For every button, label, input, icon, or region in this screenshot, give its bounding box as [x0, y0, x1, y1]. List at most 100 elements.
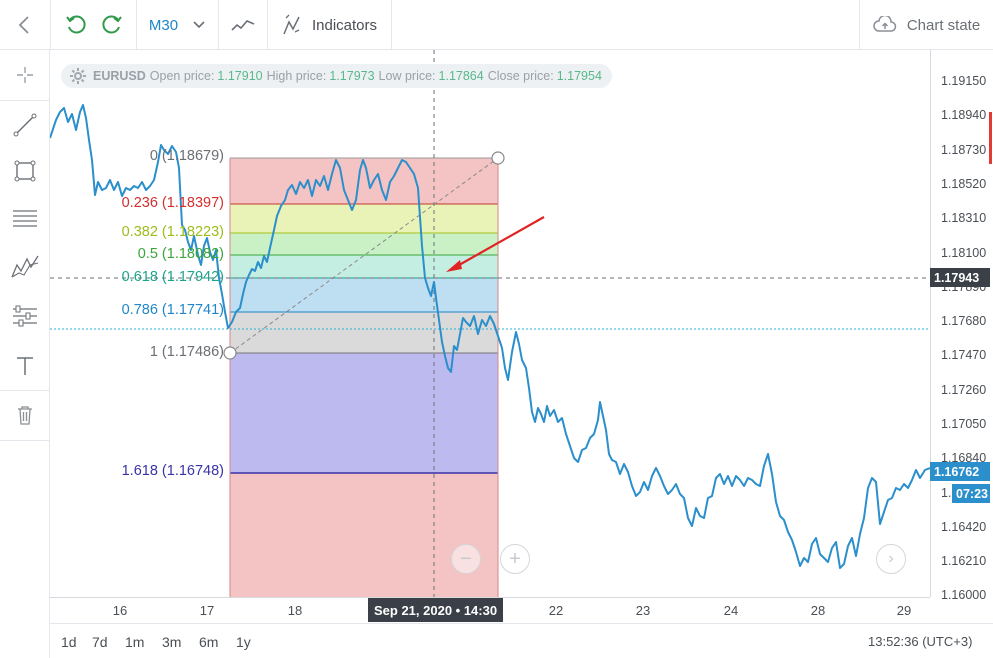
- fib-level-0382: 0.382 (1.18223): [121, 224, 224, 240]
- back-button[interactable]: [0, 0, 51, 50]
- y-tick: 1.18100: [941, 246, 987, 260]
- plus-icon: +: [509, 547, 521, 570]
- scroll-indicator: [989, 112, 992, 164]
- fib-level-0236: 0.236 (1.18397): [121, 195, 224, 211]
- fibonacci-retracement[interactable]: [223, 151, 505, 597]
- fibonacci-tool[interactable]: [0, 195, 49, 241]
- y-tick: 1.16840: [941, 451, 987, 465]
- redo-button[interactable]: [101, 14, 123, 36]
- y-tick: 1.17050: [941, 417, 987, 431]
- chart-state-button[interactable]: Chart state: [859, 0, 993, 50]
- y-tick: 1.18310: [941, 211, 987, 225]
- range-1y[interactable]: 1y: [236, 634, 251, 650]
- chart-state-label: Chart state: [906, 16, 981, 34]
- time-axis[interactable]: 16 17 18 22 23 24 28 29: [50, 597, 930, 623]
- open-value: 1.17910: [217, 69, 263, 83]
- pattern-tool[interactable]: [0, 243, 49, 289]
- chevron-right-icon: ›: [888, 550, 894, 567]
- text-icon: [16, 357, 33, 375]
- high-value: 1.17973: [329, 69, 375, 83]
- trend-line-icon: [13, 113, 36, 137]
- undo-redo-group: [51, 0, 137, 50]
- x-tick: 28: [810, 603, 826, 618]
- chevron-down-icon: [193, 21, 205, 29]
- x-tick: 23: [635, 603, 651, 618]
- range-7d[interactable]: 7d: [92, 634, 108, 650]
- sliders-icon: [12, 305, 37, 327]
- drawing-toolbar: [0, 50, 50, 658]
- symbol-label: EURUSD: [93, 69, 146, 83]
- rectangle-icon: [14, 160, 35, 182]
- range-1m[interactable]: 1m: [125, 634, 145, 650]
- y-tick: 1.18730: [941, 143, 987, 157]
- chevron-left-icon: [18, 16, 29, 34]
- arrow-annotation[interactable]: [446, 216, 545, 272]
- x-tick: 18: [287, 603, 303, 618]
- open-label: Open price:: [149, 69, 215, 83]
- fibonacci-icon: [12, 210, 37, 227]
- x-tick: 29: [896, 603, 912, 618]
- chart-type-button[interactable]: [219, 0, 268, 50]
- price-line: [50, 104, 930, 569]
- current-price-tag: 1.16762: [930, 462, 990, 481]
- fib-level-0: 0 (1.18679): [149, 148, 224, 164]
- text-tool[interactable]: [0, 343, 49, 389]
- range-3m[interactable]: 3m: [162, 634, 182, 650]
- x-tick: 17: [199, 603, 215, 618]
- undo-icon: [65, 15, 86, 34]
- x-tick: 24: [723, 603, 739, 618]
- indicators-icon: [283, 14, 300, 35]
- price-axis[interactable]: 1.19150 1.18940 1.18730 1.18520 1.18310 …: [930, 50, 993, 602]
- gear-icon[interactable]: [69, 67, 87, 85]
- timeframe-select[interactable]: M30: [137, 0, 219, 50]
- trend-line-tool[interactable]: [0, 102, 49, 148]
- y-tick: 1.18940: [941, 108, 987, 122]
- x-tick: 16: [112, 603, 128, 618]
- line-chart-icon: [231, 20, 255, 31]
- candle-countdown: 07:23: [952, 484, 990, 503]
- crosshair-time-tag: Sep 21, 2020 • 14:30: [368, 598, 504, 622]
- trash-icon: [17, 406, 32, 425]
- scroll-to-latest-button[interactable]: ›: [876, 544, 906, 574]
- zoom-in-button[interactable]: +: [500, 544, 530, 574]
- y-tick: 1.16210: [941, 554, 987, 568]
- redo-icon: [101, 15, 122, 34]
- y-tick: 1.16000: [941, 588, 987, 602]
- y-tick: 1.17680: [941, 314, 987, 328]
- chart-canvas[interactable]: EURUSD Open price: 1.17910 High price: 1…: [50, 50, 930, 597]
- low-label: Low price:: [378, 69, 436, 83]
- range-bar: 1d 7d 1m 3m 6m 1y 13:52:36 (UTC+3): [50, 623, 993, 658]
- minus-icon: −: [460, 547, 472, 570]
- y-tick: 1.17470: [941, 348, 987, 362]
- timeframe-value: M30: [148, 16, 179, 34]
- zoom-out-button[interactable]: −: [451, 544, 481, 574]
- indicators-button[interactable]: Indicators: [268, 0, 392, 50]
- y-tick: 1.16420: [941, 520, 987, 534]
- low-value: 1.17864: [438, 69, 484, 83]
- crosshair-tool[interactable]: [0, 52, 49, 98]
- y-tick: 1.18520: [941, 177, 987, 191]
- measure-tool[interactable]: [0, 293, 49, 339]
- close-label: Close price:: [487, 69, 554, 83]
- fib-level-05: 0.5 (1.18082): [137, 246, 224, 262]
- range-6m[interactable]: 6m: [199, 634, 219, 650]
- clock: 13:52:36 (UTC+3): [868, 634, 973, 649]
- range-1d[interactable]: 1d: [61, 634, 77, 650]
- y-tick: 1.17260: [941, 383, 987, 397]
- undo-button[interactable]: [65, 14, 87, 36]
- fib-level-0618: 0.618 (1.17942): [121, 269, 224, 285]
- rectangle-tool[interactable]: [0, 148, 49, 194]
- cloud-upload-icon: [873, 16, 897, 32]
- x-tick: 22: [548, 603, 564, 618]
- delete-drawings-button[interactable]: [0, 392, 49, 438]
- close-value: 1.17954: [556, 69, 602, 83]
- indicators-label: Indicators: [311, 16, 378, 34]
- fib-level-0786: 0.786 (1.17741): [121, 302, 224, 318]
- top-toolbar: M30 Indicators Chart state: [0, 0, 993, 50]
- high-label: High price:: [266, 69, 327, 83]
- ohlc-info-bar: EURUSD Open price: 1.17910 High price: 1…: [61, 64, 612, 88]
- crosshair-icon: [16, 67, 33, 83]
- fib-level-1: 1 (1.17486): [149, 344, 224, 360]
- fib-level-1618: 1.618 (1.16748): [121, 463, 224, 479]
- y-tick: 1.19150: [941, 74, 987, 88]
